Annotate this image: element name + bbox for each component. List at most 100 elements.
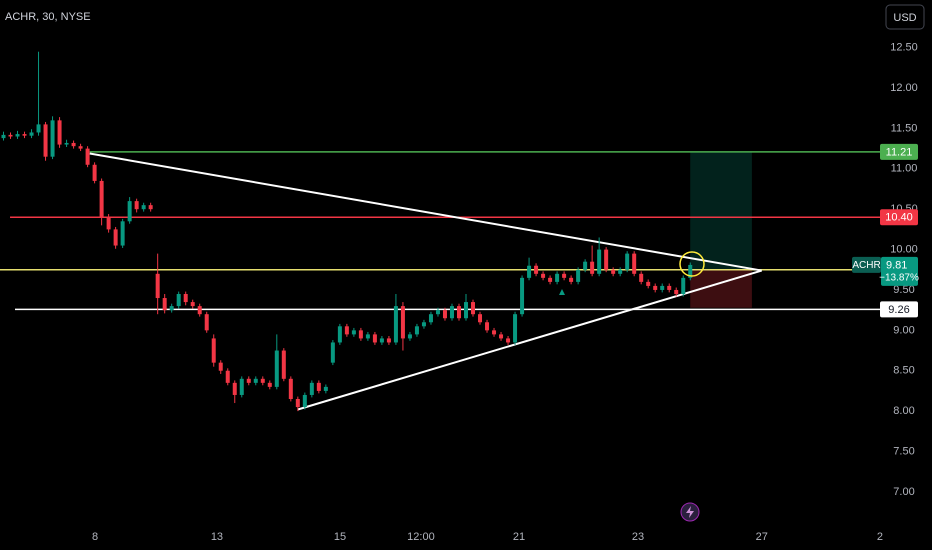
- candle-body: [513, 314, 518, 343]
- candle-body: [141, 205, 146, 210]
- candle-body: [204, 314, 209, 331]
- y-tick-label: 11.00: [891, 163, 918, 175]
- candle-body: [590, 261, 595, 274]
- candle-body: [604, 249, 609, 270]
- candle-body: [485, 322, 490, 331]
- candle-body: [92, 164, 97, 181]
- symbol-label: ACHR: [852, 260, 880, 271]
- candle-body: [239, 378, 244, 395]
- candle-body: [653, 285, 658, 290]
- candle-body: [667, 285, 672, 290]
- candle-body: [162, 298, 167, 311]
- candle-body: [414, 326, 419, 335]
- candle-body: [120, 221, 125, 246]
- symbol-tag: [852, 256, 881, 273]
- candle-body: [478, 314, 483, 323]
- candle-body: [351, 330, 356, 335]
- candle-body: [499, 334, 504, 339]
- y-tick-label: 8.00: [893, 405, 914, 417]
- price-level-label: 9.26: [888, 304, 909, 316]
- candle-body: [681, 277, 686, 294]
- candle-body: [29, 132, 34, 136]
- y-tick-label: 9.00: [893, 324, 914, 336]
- candle-body: [190, 302, 195, 307]
- candle-body: [358, 330, 363, 339]
- candle-body: [393, 306, 398, 343]
- candle-body: [225, 370, 230, 383]
- trendline: [89, 152, 762, 272]
- candle-body: [176, 294, 181, 307]
- candle-body: [218, 362, 223, 371]
- candle-body: [506, 338, 511, 343]
- candle-body: [365, 334, 370, 339]
- candle-body: [22, 134, 27, 136]
- candle-body: [618, 269, 623, 274]
- candle-body: [267, 382, 272, 387]
- candle-body: [534, 265, 539, 274]
- x-tick-label: 21: [513, 531, 525, 543]
- candle-body: [106, 217, 111, 230]
- candle-body: [562, 273, 567, 278]
- y-tick-label: 9.50: [893, 284, 914, 296]
- alert-bolt: [686, 506, 694, 518]
- y-tick-label: 12.00: [890, 82, 918, 94]
- candle-body: [1, 134, 6, 139]
- y-tick-label: 10.00: [890, 243, 918, 255]
- x-tick-label: 27: [756, 531, 768, 543]
- candle-body: [471, 302, 476, 315]
- candle-body: [288, 378, 293, 399]
- candle-body: [541, 273, 546, 278]
- x-tick-label: 23: [632, 531, 644, 543]
- candle-body: [302, 394, 307, 408]
- candle-body: [36, 124, 41, 133]
- candle-body: [134, 201, 139, 210]
- candle-body: [449, 306, 454, 319]
- candle-body: [372, 334, 377, 343]
- last-price-label: 9.81: [886, 259, 907, 271]
- candle-body: [15, 134, 20, 137]
- candle-body: [625, 253, 630, 270]
- candle-body: [148, 205, 153, 210]
- y-tick-label: 7.00: [893, 486, 914, 498]
- candle-body: [435, 310, 440, 315]
- candle-body: [407, 334, 412, 339]
- candle-body: [421, 322, 426, 327]
- candle-body: [43, 124, 48, 157]
- highlight-circle: [679, 251, 705, 277]
- chart-title: ACHR, 30, NYSE: [5, 11, 91, 23]
- position-profit-zone: [690, 151, 752, 270]
- candle-body: [169, 306, 174, 311]
- currency-button[interactable]: [885, 4, 925, 30]
- candle-body: [674, 289, 679, 294]
- candle-body: [548, 277, 553, 282]
- x-tick-label: 13: [211, 531, 223, 543]
- signal-arrow: [559, 289, 565, 295]
- candle-body: [597, 249, 602, 274]
- candle-body: [442, 310, 447, 319]
- candle-body: [281, 350, 286, 379]
- candle-body: [337, 326, 342, 343]
- candle-body: [660, 285, 665, 290]
- price-level-tag: [880, 301, 918, 318]
- candle-body: [8, 134, 13, 137]
- candle-body: [400, 306, 405, 339]
- candle-body: [211, 338, 216, 363]
- candle-body: [260, 378, 265, 383]
- candle-body: [639, 273, 644, 282]
- candle-body: [688, 264, 693, 278]
- candle-body: [232, 382, 237, 395]
- candle-body: [456, 306, 461, 319]
- y-tick-label: 7.50: [893, 445, 914, 457]
- candle-body: [555, 273, 560, 282]
- candle-body: [386, 338, 391, 343]
- x-tick-label: 2: [877, 531, 883, 543]
- currency-label: USD: [893, 12, 916, 24]
- candle-body: [253, 378, 258, 383]
- candle-body: [127, 201, 132, 222]
- candle-body: [527, 265, 532, 278]
- candle-body: [50, 120, 55, 157]
- change-label: −13.87%: [879, 273, 919, 284]
- candle-body: [611, 269, 616, 274]
